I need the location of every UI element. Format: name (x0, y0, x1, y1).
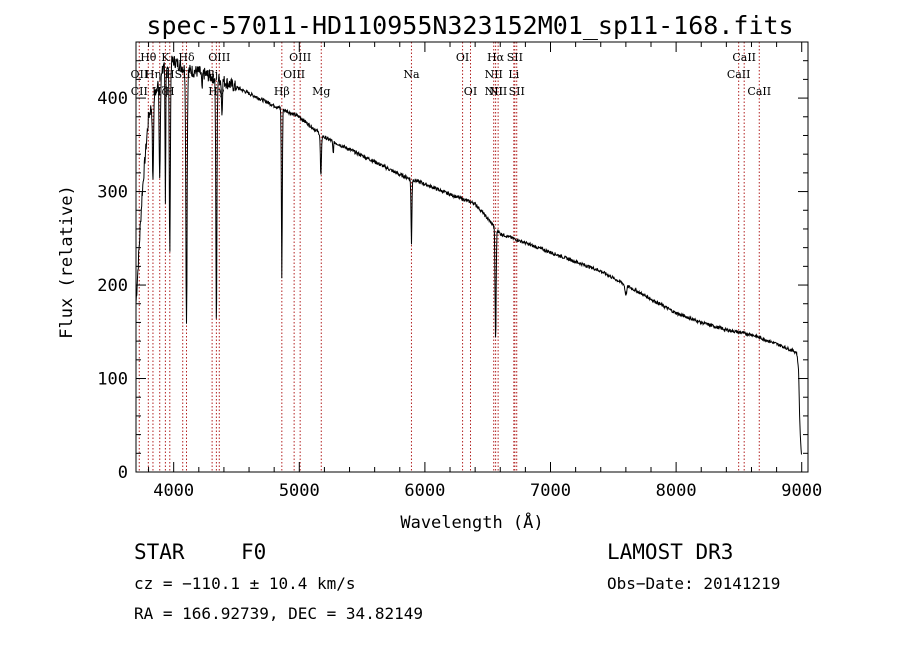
y-tick-label: 100 (97, 370, 128, 390)
spectral-line-label: Na (403, 68, 420, 81)
y-axis-label: Flux (relative) (57, 185, 77, 339)
spectral-line-label: Hη (145, 68, 161, 81)
spectral-line-label: Li (508, 68, 519, 81)
spectral-line-label: NII (485, 85, 503, 98)
star-label: STAR (134, 540, 185, 564)
spectral-line-label: OI (456, 51, 469, 64)
spectral-line-label: OI (464, 85, 477, 98)
plot-frame (135, 41, 809, 473)
marker-lines (138, 42, 760, 472)
x-tick-label: 5000 (279, 481, 320, 501)
spectral-line-label: Mg (312, 85, 330, 98)
x-tick-label: 7000 (530, 481, 571, 501)
spectral-line-label: NII (485, 68, 503, 81)
y-tick-label: 200 (97, 276, 128, 296)
spectral-line-label: CII (131, 85, 148, 98)
coordinates: RA = 166.92739, DEC = 34.82149 (134, 604, 423, 623)
chart-title: spec-57011-HD110955N323152M01_sp11-168.f… (146, 11, 793, 40)
spectral-line-label: SII (507, 51, 523, 64)
spectral-line-label: CaII (727, 68, 751, 81)
spectral-line-label: OII (131, 68, 149, 81)
spectral-line-label: K (161, 51, 170, 64)
x-tick-label: 9000 (781, 481, 822, 501)
spectral-line-label: OIII (208, 51, 230, 64)
x-tick-label: 8000 (656, 481, 697, 501)
spectrum-line (135, 55, 802, 455)
redshift-cz: cz = −110.1 ± 10.4 km/s (134, 574, 356, 593)
y-tick-label: 400 (97, 89, 128, 109)
spectral-line-label: NII (489, 85, 507, 98)
spectral-line-label: Hα (487, 51, 505, 64)
x-axis-label: Wavelength (Å) (400, 511, 543, 533)
spectral-line-label: CaII (732, 51, 756, 64)
x-axis-ticks: 4000 5000 6000 7000 8000 9000 (148, 42, 822, 501)
spectral-line-label: SII (175, 68, 191, 81)
spectral-type: F0 (241, 540, 266, 564)
y-tick-label: 300 (97, 183, 128, 203)
spectral-line-label: Hθ (140, 51, 157, 64)
spectral-line-label: SII (509, 85, 525, 98)
spectral-line-label: CaII (747, 85, 771, 98)
spectral-line-label: H (165, 85, 175, 98)
y-tick-label: 0 (118, 463, 128, 483)
obs-date: Obs−Date: 20141219 (607, 574, 780, 593)
x-tick-label: 4000 (153, 481, 194, 501)
spectral-line-label: H (165, 68, 175, 81)
y-axis-ticks: 0 100 200 300 400 (97, 60, 808, 483)
spectral-line-label: OIII (289, 51, 311, 64)
spectral-line-label: Hβ (274, 85, 290, 98)
survey-label: LAMOST DR3 (607, 540, 733, 564)
spectral-line-label: Hδ (178, 51, 195, 64)
spectral-line-label: OIII (283, 68, 305, 81)
x-tick-label: 6000 (404, 481, 445, 501)
